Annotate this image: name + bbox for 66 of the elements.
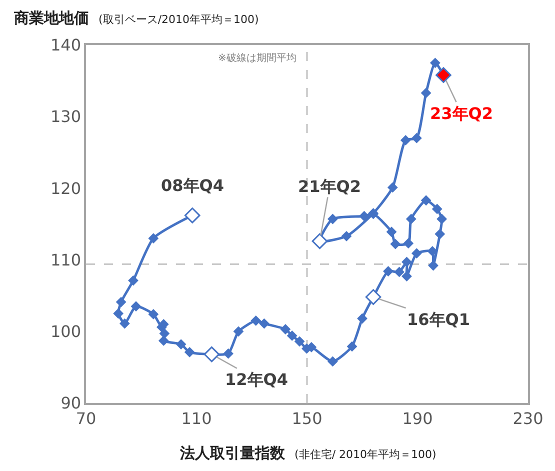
point — [411, 248, 422, 259]
x-tick-label: 230 — [512, 408, 544, 428]
point — [420, 88, 432, 98]
point — [312, 233, 328, 250]
annotation: 23年Q2 — [430, 104, 493, 123]
point — [406, 214, 416, 224]
point — [383, 266, 394, 276]
x-tick-label: 150 — [292, 408, 322, 428]
point — [119, 318, 130, 329]
point — [436, 214, 448, 224]
point — [280, 324, 291, 334]
chart-title: 商業地地価 — [13, 9, 89, 27]
point — [400, 135, 411, 146]
annotation: 21年Q2 — [298, 177, 361, 196]
point — [390, 238, 401, 250]
y-tick-label: 100 — [50, 322, 82, 341]
y-tick-label: 140 — [50, 36, 82, 55]
point — [250, 315, 262, 326]
x-axis-title: 法人取引量指数 — [179, 444, 286, 462]
point — [341, 230, 352, 242]
point — [411, 132, 422, 144]
point — [148, 233, 159, 244]
point — [403, 238, 414, 249]
y-tick-label: 110 — [50, 250, 82, 270]
point — [387, 182, 398, 193]
point — [365, 289, 382, 305]
annotation: 08年Q4 — [161, 176, 224, 195]
annotation: 16年Q1 — [407, 310, 470, 329]
annotation: 12年Q4 — [225, 370, 288, 389]
annotation: ※破線は期間平均 — [218, 52, 296, 64]
point — [116, 296, 126, 308]
point — [428, 260, 438, 271]
chart-subtitle: (取引ベース/2010年平均＝100) — [98, 13, 259, 26]
point — [327, 214, 338, 224]
point — [258, 318, 270, 329]
point — [158, 336, 169, 346]
point — [233, 326, 244, 337]
point — [128, 275, 138, 286]
point — [346, 341, 358, 352]
point — [294, 336, 305, 347]
point — [436, 67, 452, 83]
point — [148, 309, 159, 320]
point — [184, 346, 195, 358]
x-tick-label: 110 — [181, 408, 212, 428]
point — [184, 208, 200, 224]
x-tick-label: 190 — [402, 408, 433, 428]
point — [357, 313, 368, 324]
point — [402, 256, 412, 268]
point — [432, 204, 442, 214]
point — [430, 58, 440, 68]
point — [204, 346, 220, 362]
point — [130, 301, 142, 312]
point — [176, 339, 186, 350]
point — [113, 308, 124, 319]
y-tick-label: 120 — [50, 178, 82, 198]
text: (非住宅/ 2010年平均＝100) — [294, 448, 436, 461]
point — [394, 266, 404, 278]
point — [286, 330, 298, 341]
point — [386, 226, 397, 238]
point — [420, 195, 432, 206]
point — [223, 348, 234, 359]
point — [358, 210, 370, 222]
y-tick-label: 130 — [50, 107, 82, 126]
point — [434, 228, 446, 240]
point — [327, 356, 338, 367]
point — [402, 271, 412, 282]
